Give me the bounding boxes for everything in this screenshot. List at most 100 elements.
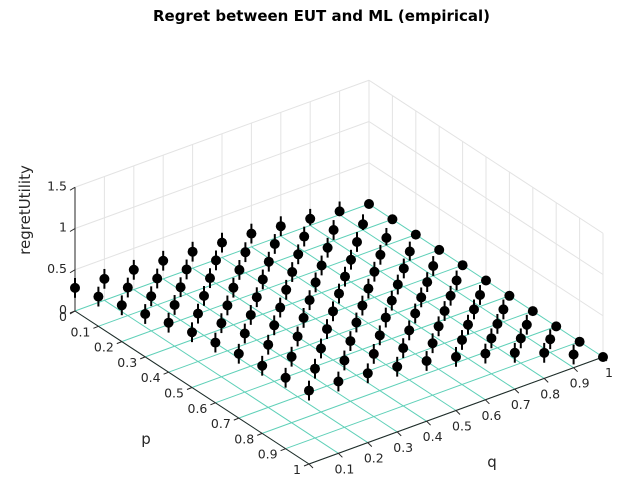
z-tick-mark: [69, 186, 76, 191]
floor-gridline: [238, 310, 533, 419]
data-point: [515, 333, 526, 344]
data-point: [475, 289, 485, 300]
data-point: [275, 302, 286, 313]
p-tick-label: 0.8: [234, 431, 254, 446]
data-point: [99, 273, 110, 284]
data-point: [392, 361, 403, 372]
z-axis-label: regretUtility: [16, 165, 34, 255]
data-point: [381, 232, 392, 243]
data-point: [286, 351, 297, 362]
p-tick-mark: [210, 402, 216, 406]
q-tick-mark: [514, 388, 520, 394]
data-point: [93, 291, 104, 302]
data-point: [334, 206, 345, 217]
data-point: [152, 273, 163, 284]
p-tick-mark: [303, 463, 310, 467]
data-point: [368, 348, 379, 359]
data-point: [305, 213, 316, 224]
data-point: [551, 321, 562, 332]
data-point: [287, 267, 298, 278]
data-point: [481, 275, 491, 286]
data-point: [574, 336, 585, 347]
q-tick-label: 0.9: [570, 376, 590, 391]
data-point: [233, 348, 244, 359]
q-tick-label: 0.3: [393, 440, 413, 455]
data-point: [439, 306, 450, 317]
data-point: [509, 347, 520, 358]
data-point: [427, 338, 438, 349]
data-point: [421, 355, 432, 366]
data-point: [116, 300, 127, 311]
q-tick-mark: [485, 399, 490, 405]
floor-gridline: [309, 224, 545, 379]
data-point: [433, 321, 444, 332]
data-point: [298, 312, 309, 323]
data-point: [380, 312, 391, 323]
p-tick-label: 0.6: [188, 401, 208, 416]
data-point: [352, 236, 362, 247]
data-point: [480, 348, 491, 359]
data-point: [205, 273, 215, 284]
q-tick-mark: [396, 431, 402, 437]
back-gridline: [74, 79, 370, 188]
q-tick-mark: [367, 442, 373, 447]
data-point: [304, 385, 314, 396]
p-tick-mark: [233, 417, 239, 421]
z-tick-label: 1.5: [47, 178, 67, 193]
q-tick-label: 0.6: [481, 408, 501, 423]
axis-labels: p q regretUtility: [16, 165, 497, 471]
data-point: [70, 282, 80, 293]
data-point: [122, 282, 133, 293]
data-point: [545, 334, 556, 345]
q-tick-mark: [573, 367, 578, 373]
data-point: [310, 363, 320, 374]
p-tick-mark: [257, 432, 263, 436]
z-tick-mark: [69, 269, 76, 274]
data-point: [363, 283, 374, 294]
data-point: [428, 261, 439, 271]
data-point: [404, 325, 415, 336]
z-tick-mark: [69, 310, 76, 315]
data-point: [269, 238, 280, 249]
data-point: [521, 319, 532, 330]
p-tick-label: 0.3: [117, 355, 137, 370]
data-point: [163, 317, 174, 328]
data-point: [175, 282, 186, 293]
data-point: [304, 295, 315, 306]
data-point: [245, 309, 256, 320]
floor-gridline: [262, 325, 557, 434]
data-point: [345, 336, 356, 347]
data-point: [369, 266, 380, 277]
data-point: [240, 247, 251, 258]
data-point: [375, 249, 386, 260]
data-point: [128, 264, 139, 275]
q-tick-mark: [543, 378, 549, 383]
data-point: [387, 214, 398, 225]
data-point: [316, 343, 326, 354]
data-point: [322, 324, 332, 335]
data-point: [251, 292, 262, 303]
data-point: [539, 347, 550, 358]
data-point: [392, 279, 403, 290]
data-point: [181, 264, 192, 275]
p-tick-mark: [93, 325, 99, 329]
data-point: [280, 372, 291, 383]
data-point: [364, 199, 374, 209]
data-point: [293, 249, 304, 260]
data-point: [211, 255, 221, 266]
floor-gridline: [339, 214, 574, 369]
q-tick-label: 1: [605, 365, 613, 380]
data-point: [434, 244, 445, 255]
data-point: [299, 231, 310, 242]
data-point: [451, 275, 462, 286]
back-planes: [74, 79, 604, 357]
data-point: [222, 300, 233, 311]
z-tick-label: 0.5: [47, 261, 67, 276]
data-point: [386, 295, 397, 306]
data-point: [422, 277, 433, 288]
data-point: [187, 246, 198, 257]
data-point: [228, 282, 239, 293]
floor-gridline: [285, 341, 580, 450]
p-tick-label: 0.2: [94, 340, 114, 355]
